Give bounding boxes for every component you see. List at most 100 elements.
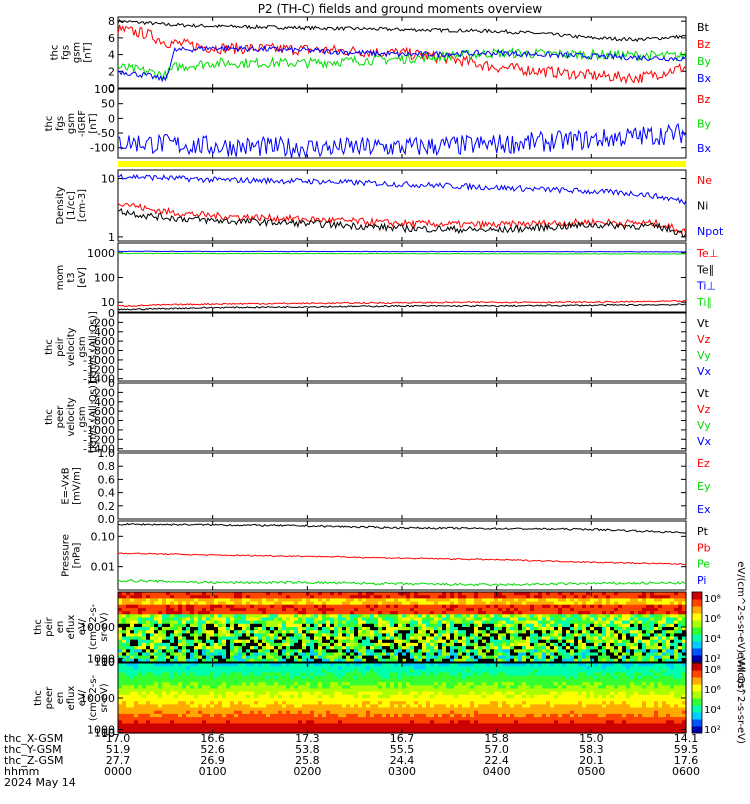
panel-frame: [118, 521, 686, 590]
y-axis-label: [cm-3]: [77, 189, 88, 222]
y-tick-label: 0: [108, 112, 115, 125]
series-line-Ne: [118, 203, 686, 235]
legend-label: Vz: [697, 333, 711, 346]
y-tick-label: 10: [101, 173, 115, 186]
legend-label: Ez: [697, 457, 710, 470]
y-axis-label: sr-eV): [99, 612, 110, 641]
y-tick-label: 50: [101, 98, 115, 111]
colorbar-segment: [692, 599, 702, 607]
legend-label: Vy: [697, 419, 711, 432]
panel-frame: [118, 383, 686, 451]
colorbar-segment: [692, 606, 702, 614]
y-tick-label: 8: [108, 15, 115, 28]
y-axis-label: velocity: [66, 397, 77, 436]
legend-label: Bz: [697, 93, 711, 106]
panel-frame: [118, 313, 686, 381]
colorbar-segment: [692, 641, 702, 649]
series-line-Bz: [118, 25, 686, 83]
legend-label: Pe: [697, 558, 710, 571]
colorbar-segment: [692, 634, 702, 642]
y-axis-label: gsm: [77, 406, 88, 427]
legend-label: Ey: [697, 480, 711, 493]
y-axis-label: [nPa]: [72, 542, 83, 568]
series-line-Bx: [118, 46, 686, 81]
y-axis-label: [km/s (All Qs)]: [88, 311, 99, 383]
y-axis-label: peer: [55, 405, 66, 429]
y-axis-label: en: [55, 621, 66, 634]
y-tick-label: 100: [94, 272, 115, 285]
y-axis-label: [nT]: [88, 113, 99, 133]
y-axis-label: [eV]: [77, 267, 88, 288]
y-axis-label: thc: [44, 409, 55, 425]
y-tick-label: 0.4: [98, 487, 116, 500]
legend-label: Ti∥: [696, 296, 712, 309]
series-line-Ti∥: [118, 253, 686, 254]
y-tick-label: 4: [108, 49, 115, 62]
series-line-Pb: [118, 553, 686, 565]
series-line-Bx: [118, 124, 686, 158]
panel-frame: [118, 453, 686, 519]
y-axis-label: -IGRF: [77, 110, 88, 137]
y-axis-label: thc: [44, 339, 55, 355]
legend-label: Ex: [697, 503, 711, 516]
colorbar-segment: [692, 648, 702, 656]
colorbar-tick-label: 10⁴: [704, 634, 721, 645]
y-axis-label: eflux: [66, 615, 77, 640]
y-tick-label: 0.10: [91, 530, 116, 543]
y-tick-label: 0.8: [98, 460, 116, 473]
y-axis-label: velocity: [66, 327, 77, 366]
y-axis-label: [mV/m]: [72, 467, 83, 505]
y-tick-label: 0.0: [98, 513, 116, 526]
legend-label: Vx: [697, 365, 712, 378]
colorbar-segment: [692, 627, 702, 635]
colorbar-segment: [692, 613, 702, 621]
y-axis-label: fgs: [61, 45, 72, 60]
y-axis-label: thc: [50, 45, 61, 61]
legend-label: Ne: [697, 174, 712, 187]
y-axis-label: t3: [66, 272, 77, 282]
y-tick-label: 2: [108, 65, 115, 78]
y-axis-label: mom: [55, 265, 66, 291]
y-axis-label: thc: [33, 619, 44, 635]
y-tick-label: 1.0: [98, 447, 116, 460]
y-tick-label: 0.01: [91, 561, 116, 574]
legend-label: Vx: [697, 435, 712, 448]
y-axis-label: fgs: [55, 116, 66, 131]
yellow-status-bar: [118, 161, 686, 167]
legend-label: Vz: [697, 403, 711, 416]
y-tick-label: 0.6: [98, 473, 116, 486]
legend-label: Bx: [697, 72, 712, 85]
figure-title: P2 (TH-C) fields and ground moments over…: [258, 2, 543, 16]
colorbar-segment: [692, 655, 702, 663]
panel-frame: [118, 170, 686, 241]
series-line-Bt: [118, 20, 686, 41]
series-line-Npot: [118, 175, 686, 205]
legend-label: Vy: [697, 349, 711, 362]
colorbar-tick-label: 10²: [704, 654, 721, 665]
y-tick-label: 1: [108, 231, 115, 244]
y-tick-label: 0.2: [98, 500, 116, 513]
legend-label: Te⊥: [696, 247, 718, 260]
y-axis-label: eV/: [77, 618, 88, 635]
legend-label: Ni: [697, 200, 708, 213]
series-line-Ti⊥: [118, 251, 686, 252]
legend-label: Pi: [697, 574, 706, 587]
series-line-Te⊥: [118, 301, 686, 307]
y-tick-label: 100: [94, 83, 115, 96]
legend-label: Npot: [697, 225, 724, 238]
legend-label: Vt: [697, 317, 710, 330]
y-axis-label: peir: [44, 616, 55, 636]
y-tick-label: 10: [101, 656, 115, 669]
colorbar-tick-label: 10⁸: [704, 594, 721, 605]
colorbar-tick-label: 10⁶: [704, 614, 721, 625]
y-axis-label: [nT]: [83, 42, 94, 62]
colorbar-segment: [692, 592, 702, 600]
y-axis-label: (cm^2-s-: [88, 603, 99, 650]
legend-label: Bz: [697, 38, 711, 51]
y-axis-label: [km/s (All Qs)]: [88, 381, 99, 453]
series-line-Pe: [118, 580, 686, 586]
y-axis-label: [1/cc]: [66, 191, 77, 220]
y-axis-label: Pressure: [61, 534, 72, 577]
legend-label: Bx: [697, 142, 712, 155]
